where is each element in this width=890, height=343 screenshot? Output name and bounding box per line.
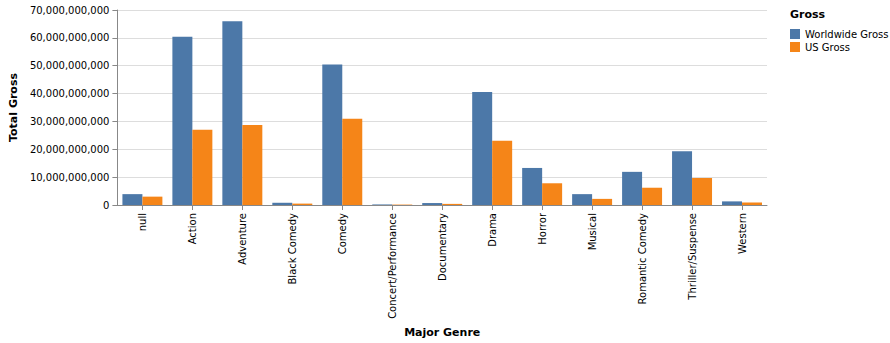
svg-text:Major Genre: Major Genre <box>404 326 480 339</box>
svg-text:Drama: Drama <box>487 213 498 247</box>
svg-text:40,000,000,000: 40,000,000,000 <box>30 88 110 99</box>
svg-text:20,000,000,000: 20,000,000,000 <box>30 144 110 155</box>
svg-text:0: 0 <box>103 200 109 211</box>
svg-text:Western: Western <box>737 213 748 254</box>
svg-text:10,000,000,000: 10,000,000,000 <box>30 172 110 183</box>
svg-text:Romantic Comedy: Romantic Comedy <box>637 213 648 305</box>
svg-text:Gross: Gross <box>790 8 826 21</box>
svg-text:70,000,000,000: 70,000,000,000 <box>30 5 110 16</box>
svg-text:30,000,000,000: 30,000,000,000 <box>30 116 110 127</box>
svg-text:Total Gross: Total Gross <box>7 73 20 142</box>
svg-text:Horror: Horror <box>537 212 548 245</box>
svg-text:60,000,000,000: 60,000,000,000 <box>30 32 110 43</box>
svg-text:Concert/Performance: Concert/Performance <box>387 213 398 319</box>
svg-text:Comedy: Comedy <box>337 213 348 254</box>
svg-text:Musical: Musical <box>587 213 598 250</box>
svg-text:Adventure: Adventure <box>237 213 248 265</box>
svg-text:50,000,000,000: 50,000,000,000 <box>30 60 110 71</box>
svg-text:Worldwide Gross: Worldwide Gross <box>805 29 888 40</box>
svg-text:Black Comedy: Black Comedy <box>287 213 298 285</box>
svg-text:Thriller/Suspense: Thriller/Suspense <box>687 213 698 301</box>
svg-text:Action: Action <box>187 213 198 244</box>
svg-text:US Gross: US Gross <box>805 42 850 53</box>
svg-text:null: null <box>137 213 148 231</box>
svg-text:Documentary: Documentary <box>437 213 448 281</box>
